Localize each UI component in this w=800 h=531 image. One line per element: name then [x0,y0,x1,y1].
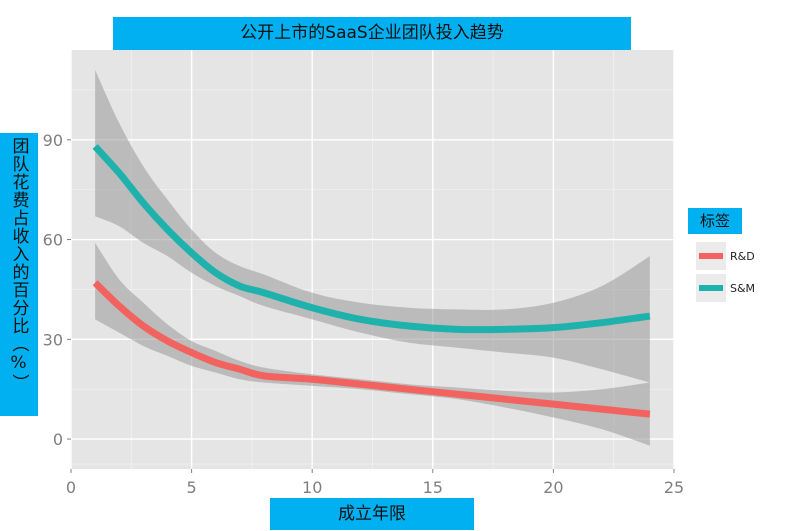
x-tick-label: 10 [302,478,322,497]
chart-title: 公开上市的SaaS企业团队投入趋势 [113,17,631,50]
x-tick-label: 5 [187,478,197,497]
x-tick-label: 20 [543,478,563,497]
y-tick-labels: 0 30 60 90 [43,131,71,449]
y-tick-label: 0 [53,430,63,449]
grid-minor [71,50,674,469]
series-lines [92,144,651,418]
y-tick-label: 30 [43,330,63,349]
x-tick-label: 0 [66,478,76,497]
y-tick-label: 90 [43,131,63,150]
legend-label-sm: S&M [730,282,755,295]
x-tick-labels: 0 5 10 15 20 25 [66,469,684,497]
y-axis-label: 团队花费占收入的百分比（%） [8,137,29,392]
x-tick-label: 25 [664,478,684,497]
legend: R&D S&M [696,242,755,302]
legend-title: 标签 [688,208,742,234]
ci-band-rd [95,242,650,446]
x-tick-label: 15 [423,478,443,497]
series-line-sm [92,144,651,334]
legend-label-rd: R&D [730,250,755,263]
series-line-rd [92,280,651,418]
x-axis-label: 成立年限 [270,498,474,530]
y-tick-label: 60 [43,231,63,250]
y-axis-label-box: 团队花费占收入的百分比（%） [0,133,38,416]
